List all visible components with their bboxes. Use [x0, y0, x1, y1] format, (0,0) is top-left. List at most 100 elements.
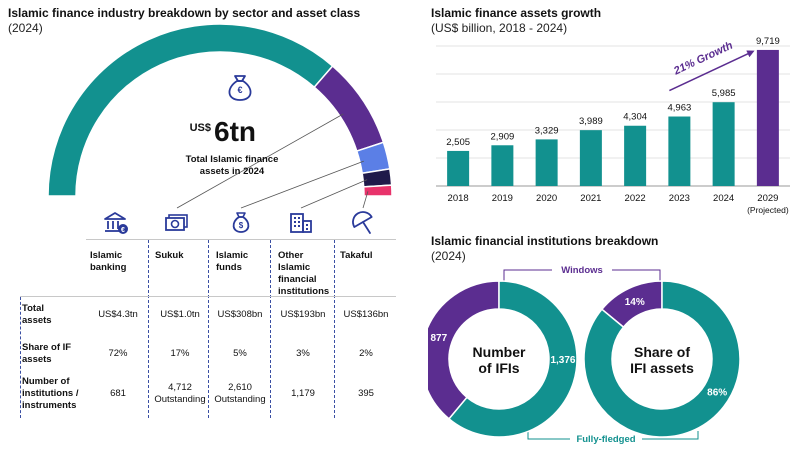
bar: [491, 145, 514, 186]
donut-slice-label: 1,376: [550, 355, 575, 366]
row-header: Number of: [22, 376, 70, 387]
bar-chart-title: Islamic finance assets growth: [431, 6, 602, 20]
table-header-border: [20, 296, 396, 297]
donut-slice: [447, 280, 578, 438]
bar-value-label: 3,989: [579, 116, 603, 127]
row-header: assets: [22, 315, 52, 326]
umbrella-icon: [352, 211, 373, 234]
donut-slice: [583, 280, 741, 438]
table-cell: US$1.0tn: [160, 309, 200, 320]
table-cell: Outstanding: [214, 394, 266, 405]
table-divider: [270, 240, 271, 418]
column-header: banking: [90, 262, 127, 273]
bar-value-label: 2,505: [446, 137, 470, 148]
donut-center-label: Share of: [634, 344, 690, 360]
column-header: Takaful: [340, 250, 373, 261]
table-cell: US$136bn: [343, 309, 389, 320]
svg-text:€: €: [237, 85, 242, 95]
table-cell: Outstanding: [154, 394, 206, 405]
center-prefix: US$: [190, 122, 211, 134]
table-top-border: [86, 239, 396, 240]
x-tick-sublabel: (Projected): [747, 205, 789, 215]
table-cell: US$308bn: [217, 309, 263, 320]
fully-fledged-label: Fully-fledged: [576, 434, 635, 445]
table-cell: 3%: [296, 348, 310, 359]
x-tick-label: 2029: [757, 193, 778, 204]
growth-arrow: [669, 50, 755, 92]
column-header: Islamic: [90, 250, 123, 261]
bar-value-label: 5,985: [712, 88, 736, 99]
center-caption-1: Total Islamic finance: [186, 154, 279, 165]
left-panel-subtitle: (2024): [8, 21, 43, 35]
column-header: Islamic: [278, 262, 311, 273]
donut-center-label: Number: [473, 344, 526, 360]
row-header: institutions /: [22, 388, 79, 399]
money-bag-icon: $: [232, 212, 250, 233]
donut-slice-label: 877: [430, 333, 447, 344]
row-header: Total: [22, 303, 44, 314]
bar: [447, 150, 470, 186]
semicircle-segment: [47, 23, 334, 197]
row-header: assets: [22, 354, 52, 365]
windows-label: Windows: [561, 265, 603, 276]
office-building-icon: [290, 213, 312, 233]
donut-center-label: of IFIs: [478, 360, 519, 376]
table-cell: 2,610: [228, 382, 252, 393]
column-header: Sukuk: [155, 250, 184, 261]
semicircle-segment: [362, 184, 393, 197]
column-header: institutions: [278, 286, 330, 297]
bar: [579, 130, 602, 186]
table-cell: 5%: [233, 348, 247, 359]
leader-line: [176, 113, 344, 209]
table-cell: US$4.3tn: [98, 309, 138, 320]
bar-chart-subtitle: (US$ billion, 2018 - 2024): [431, 21, 568, 35]
bar: [668, 116, 691, 186]
donut-slice-label: 86%: [707, 387, 727, 398]
sector-semicircle-chart: € US$ 6tn Total Islamic finance assets i…: [47, 23, 393, 209]
donut-slice: [428, 280, 500, 420]
table-cell: 4,712: [168, 382, 192, 393]
svg-text:€: €: [121, 227, 125, 234]
banknote-icon: [165, 214, 188, 231]
table-cell: 681: [110, 388, 126, 399]
x-tick-label: 2022: [625, 193, 646, 204]
table-cell: 1,179: [291, 388, 315, 399]
assets-growth-bar-chart: 2,505 2018 2,909 2019 3,329 2020 3,989 2021 4,30…: [436, 36, 790, 215]
bar: [624, 125, 647, 186]
svg-text:$: $: [239, 221, 244, 230]
x-tick-label: 2018: [448, 193, 469, 204]
bar: [535, 139, 558, 186]
x-tick-label: 2021: [580, 193, 601, 204]
table-divider: [148, 240, 149, 418]
bar: [756, 49, 779, 187]
bar-value-label: 2,909: [490, 131, 514, 142]
donut-chart-subtitle: (2024): [431, 249, 466, 263]
semicircle-segment: [313, 64, 385, 153]
x-tick-label: 2023: [669, 193, 690, 204]
column-header: financial: [278, 274, 317, 285]
money-bag-icon: €: [228, 75, 252, 101]
table-cell: 395: [358, 388, 374, 399]
row-header: instruments: [22, 400, 77, 411]
donut-slice-label: 14%: [625, 297, 645, 308]
bar-value-label: 3,329: [535, 125, 559, 136]
table-cell: 2%: [359, 348, 373, 359]
leader-line: [240, 160, 364, 209]
center-caption-2: assets in 2024: [200, 166, 265, 177]
leader-line: [362, 191, 369, 209]
x-tick-label: 2020: [536, 193, 557, 204]
table-cell: 17%: [170, 348, 190, 359]
donut-chart-title: Islamic financial institutions breakdown: [431, 234, 659, 248]
bar: [712, 102, 735, 186]
column-header: Islamic: [216, 250, 249, 261]
bank-icon: €: [104, 212, 128, 234]
left-panel-title: Islamic finance industry breakdown by se…: [8, 6, 361, 20]
x-tick-label: 2019: [492, 193, 513, 204]
growth-annotation: 21% Growth: [671, 39, 735, 77]
bar-value-label: 9,719: [756, 36, 780, 47]
table-divider: [208, 240, 209, 418]
table-divider: [20, 297, 21, 418]
x-tick-label: 2024: [713, 193, 734, 204]
table-cell: 72%: [108, 348, 128, 359]
bar-value-label: 4,304: [623, 112, 647, 123]
